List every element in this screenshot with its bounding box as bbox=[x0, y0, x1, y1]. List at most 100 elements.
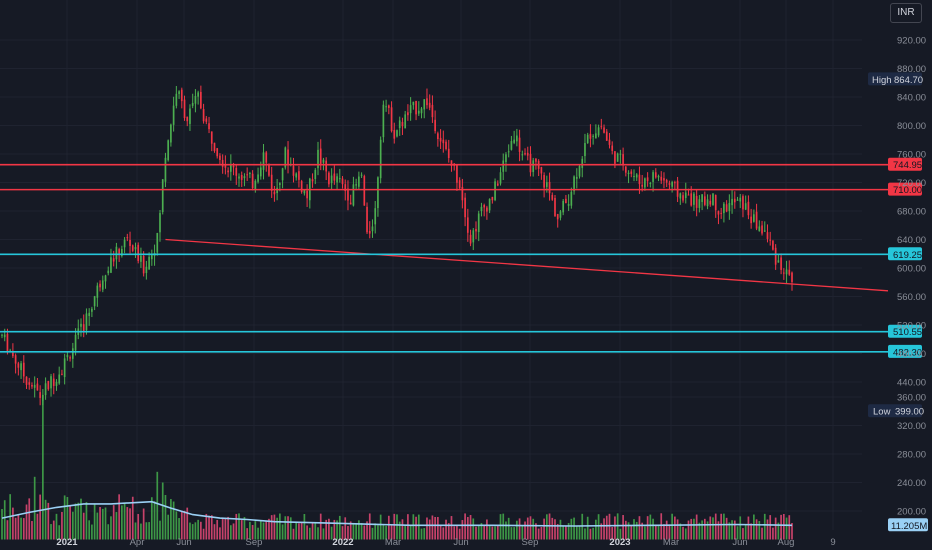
volume-bar bbox=[649, 514, 652, 540]
candle-body bbox=[415, 100, 417, 115]
volume-bar bbox=[224, 517, 227, 540]
currency-label[interactable]: INR bbox=[890, 3, 922, 23]
volume-bar bbox=[317, 527, 319, 540]
price-axis[interactable]: 920.00 880.00 840.00 800.00 760.00 720.00 680.… bbox=[868, 36, 928, 532]
candle-body bbox=[336, 176, 338, 183]
candle-body bbox=[292, 166, 295, 176]
time-axis[interactable]: 2021 Apr Jun Sep 2022 Mar Jun Sep 2023 Mar Jun Aug 9 bbox=[56, 537, 835, 548]
volume-bar bbox=[774, 517, 777, 540]
price-tick-label: 440.00 bbox=[897, 378, 926, 389]
volume-bar bbox=[537, 528, 540, 540]
time-tick-label: 2022 bbox=[332, 537, 353, 548]
volume-bar bbox=[480, 523, 483, 540]
volume-bar bbox=[611, 527, 614, 540]
candle-body bbox=[385, 106, 387, 108]
price-tick-label: 480.00 bbox=[897, 349, 926, 360]
volume-bar bbox=[614, 516, 616, 540]
candle-body bbox=[137, 244, 140, 261]
volume-tick-label: 200.00 bbox=[897, 507, 926, 518]
candle-body bbox=[763, 230, 766, 232]
candle-body bbox=[526, 152, 529, 156]
volume-bar bbox=[782, 513, 785, 540]
candle-body bbox=[551, 195, 554, 200]
price-levels[interactable]: 744.95 710.00 619.25 510.55 482.30 bbox=[0, 157, 922, 359]
candle-body bbox=[118, 249, 120, 255]
price-level-value: 710.00 bbox=[893, 185, 922, 196]
volume-bar bbox=[426, 517, 428, 540]
candle-body bbox=[317, 149, 319, 169]
volume-bar bbox=[180, 510, 183, 540]
candle-body bbox=[480, 206, 483, 212]
candle-body bbox=[358, 176, 360, 187]
volume-bar bbox=[706, 521, 709, 540]
volume-bar bbox=[472, 518, 475, 540]
candle-body bbox=[85, 313, 88, 331]
candle-body bbox=[575, 176, 578, 179]
candle-body bbox=[502, 160, 505, 172]
candle-body bbox=[491, 196, 494, 201]
volume-bar bbox=[235, 513, 238, 540]
volume-bar bbox=[262, 522, 265, 540]
volume-bar bbox=[61, 511, 63, 540]
volume-bar bbox=[371, 527, 374, 540]
time-tick-label: Mar bbox=[385, 537, 401, 548]
volume-bar bbox=[208, 515, 210, 540]
candle-body bbox=[409, 105, 412, 114]
candle-body bbox=[614, 151, 616, 164]
candle-body bbox=[548, 181, 551, 194]
volume-bar bbox=[679, 523, 682, 540]
volume-bar bbox=[175, 511, 178, 540]
volume-bar bbox=[183, 510, 186, 540]
candle-body bbox=[63, 358, 66, 378]
volume-bar bbox=[627, 522, 630, 540]
volume-bar bbox=[257, 527, 259, 540]
volume-bar bbox=[159, 520, 161, 540]
candle-body bbox=[229, 164, 232, 172]
candle-body bbox=[646, 177, 649, 182]
high-value: 864.70 bbox=[894, 75, 923, 86]
volume-bar bbox=[101, 508, 104, 540]
volume-bar bbox=[85, 502, 88, 540]
candle-body bbox=[178, 91, 180, 94]
candle-body bbox=[221, 159, 224, 167]
candle-body bbox=[363, 176, 366, 206]
candle-body bbox=[303, 189, 306, 194]
candle-body bbox=[382, 104, 385, 138]
candle-body bbox=[750, 216, 752, 224]
candle-body bbox=[635, 174, 638, 178]
candle-body bbox=[469, 234, 472, 244]
time-tick-label: Jun bbox=[732, 537, 747, 548]
volume-bar bbox=[197, 519, 199, 540]
candle-body bbox=[668, 183, 671, 185]
volume-bar bbox=[273, 514, 276, 540]
candle-body bbox=[371, 226, 374, 232]
candle-body bbox=[417, 110, 420, 114]
volume-bar bbox=[739, 516, 742, 540]
volume-bar bbox=[300, 522, 303, 540]
volume-tick-label: 360.00 bbox=[897, 393, 926, 404]
volume-bar bbox=[336, 520, 338, 540]
volume-bar bbox=[652, 518, 654, 540]
volume-bar bbox=[728, 522, 731, 540]
volume-bar bbox=[80, 498, 82, 540]
candle-body bbox=[115, 246, 118, 260]
volume-bar bbox=[603, 518, 605, 540]
candle-body bbox=[99, 283, 101, 288]
candle-body bbox=[3, 334, 6, 338]
candle-body bbox=[714, 195, 717, 211]
candle-body bbox=[682, 195, 684, 201]
candle-body bbox=[447, 148, 450, 158]
candle-body bbox=[772, 240, 774, 250]
volume-bar bbox=[483, 525, 486, 540]
candle-body bbox=[80, 323, 82, 327]
volume-bar bbox=[55, 513, 58, 540]
volume-bar bbox=[14, 517, 17, 540]
price-tick-label: 640.00 bbox=[897, 235, 926, 246]
candle-body bbox=[698, 199, 701, 208]
candle-body bbox=[731, 198, 733, 206]
volume-bar bbox=[325, 519, 328, 540]
volume-bar bbox=[112, 505, 115, 540]
candle-body bbox=[17, 363, 20, 368]
volume-bar bbox=[377, 525, 379, 540]
